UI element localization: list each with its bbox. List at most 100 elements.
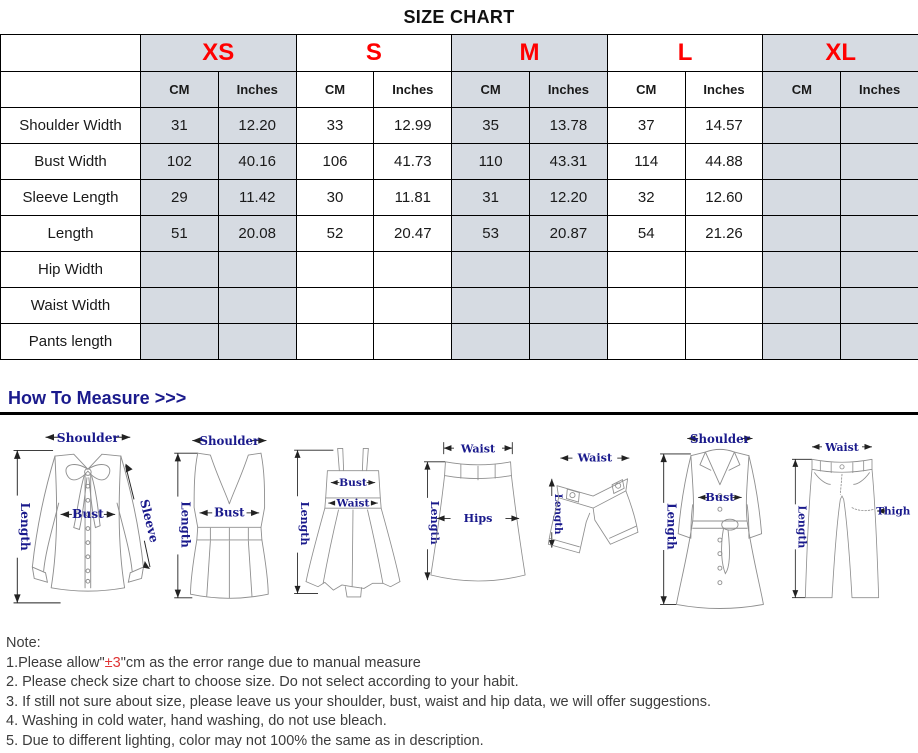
table-cell: 20.87: [529, 215, 608, 252]
table-cell: [217, 251, 297, 288]
coat-diagram: Shoulder Length Bust: [659, 432, 764, 609]
measure-label: Bust: [339, 476, 367, 489]
size-chart-table: XS S M L XL CM Inches CM Inches CM Inche…: [0, 34, 918, 360]
size-header-xl: XL: [762, 34, 918, 72]
unit-header: Inches: [217, 71, 297, 108]
table-cell: 43.31: [529, 143, 608, 180]
measure-label: Bust: [214, 505, 245, 519]
row-label: Waist Width: [0, 287, 141, 324]
table-cell: [529, 287, 608, 324]
table-cell: 35: [451, 107, 531, 144]
measure-label: Bust: [72, 507, 104, 521]
page-title: SIZE CHART: [403, 7, 515, 27]
row-label: Length: [0, 215, 141, 252]
measure-label: Waist: [459, 442, 495, 455]
skirt-diagram: Waist Length Hips: [423, 442, 526, 582]
size-header-m: M: [451, 34, 608, 72]
table-cell: 12.60: [684, 179, 764, 216]
measure-label: Length: [298, 502, 311, 546]
table-cell: [529, 323, 608, 360]
note-line-4: 4. Washing in cold water, hand washing, …: [6, 713, 387, 729]
unit-header: CM: [762, 71, 842, 108]
measure-label: Length: [178, 501, 192, 548]
table-cell: [606, 323, 686, 360]
note-line-3: 3. If still not sure about size, please …: [6, 693, 711, 710]
measure-label: Sleeve: [137, 498, 161, 544]
table-cell: 11.42: [217, 179, 297, 216]
blouse-diagram: Shoulder Length Bust Sleeve: [13, 431, 161, 604]
table-cell: [529, 251, 608, 288]
table-cell: [684, 323, 764, 360]
measure-label: Waist: [824, 441, 858, 454]
table-cell: 12.99: [373, 107, 453, 144]
table-cell: [762, 215, 842, 252]
table-cell: 12.20: [217, 107, 297, 144]
measure-label: Length: [552, 494, 564, 535]
unit-header: Inches: [373, 71, 453, 108]
row-label: Shoulder Width: [0, 107, 141, 144]
note-line-1: 1.Please allow"±3"cm as the error range …: [6, 654, 910, 674]
unit-header: Inches: [684, 71, 764, 108]
table-cell: [684, 251, 764, 288]
table-cell: 20.47: [373, 215, 453, 252]
table-cell: [840, 215, 918, 252]
measure-label: Length: [427, 501, 440, 545]
note-line-2: 2. Please check size chart to choose siz…: [6, 674, 519, 690]
table-cell: [606, 287, 686, 324]
table-cell: 13.78: [529, 107, 608, 144]
table-cell: [762, 287, 842, 324]
table-cell: 30: [295, 179, 375, 216]
table-cell: 21.26: [684, 215, 764, 252]
shorts-diagram: Waist Length: [547, 451, 639, 554]
notes-heading: Note:: [6, 635, 41, 651]
row-label: Pants length: [0, 323, 141, 360]
measure-label: Shoulder: [199, 434, 259, 448]
table-cell: [762, 107, 842, 144]
table-cell: 102: [140, 143, 219, 180]
unit-header: CM: [140, 71, 219, 108]
measure-label: Bust: [705, 490, 735, 504]
table-cell: [840, 323, 918, 360]
table-cell: [217, 287, 297, 324]
note-highlight: ±3: [104, 654, 121, 671]
table-cell: [684, 287, 764, 324]
table-cell: [840, 287, 918, 324]
table-cell: 51: [140, 215, 219, 252]
table-cell: [762, 251, 842, 288]
table-cell: [373, 287, 453, 324]
tank-top-diagram: Shoulder Length Bust: [173, 434, 269, 599]
measure-label: Length: [664, 503, 678, 550]
table-cell: [840, 107, 918, 144]
table-cell: [373, 323, 453, 360]
table-cell: [140, 287, 219, 324]
measure-label: Hips: [463, 512, 492, 525]
table-cell: 52: [295, 215, 375, 252]
table-cell: [217, 323, 297, 360]
table-cell: 14.57: [684, 107, 764, 144]
measure-label: Waist: [336, 496, 370, 509]
table-cell: [140, 323, 219, 360]
table-cell: 20.08: [217, 215, 297, 252]
unit-header: Inches: [840, 71, 918, 108]
corner-cell: [0, 71, 141, 108]
table-cell: [451, 251, 531, 288]
table-cell: 11.81: [373, 179, 453, 216]
table-cell: 114: [606, 143, 686, 180]
dress-diagram: Length Bust Waist: [294, 448, 401, 598]
table-cell: [762, 143, 842, 180]
row-label: Bust Width: [0, 143, 141, 180]
unit-header: CM: [451, 71, 531, 108]
measure-diagrams: Shoulder Length Bust Sleeve: [0, 415, 918, 625]
table-cell: 31: [140, 107, 219, 144]
size-header-xs: XS: [140, 34, 297, 72]
table-cell: 44.88: [684, 143, 764, 180]
measure-label: Shoulder: [689, 432, 750, 446]
note-text: 1.Please allow": [6, 654, 105, 671]
table-cell: 40.16: [217, 143, 297, 180]
table-cell: 110: [451, 143, 531, 180]
table-cell: [451, 323, 531, 360]
table-cell: [606, 251, 686, 288]
note-line-5: 5. Due to different lighting, color may …: [6, 732, 484, 749]
unit-header: Inches: [529, 71, 608, 108]
table-cell: 54: [606, 215, 686, 252]
